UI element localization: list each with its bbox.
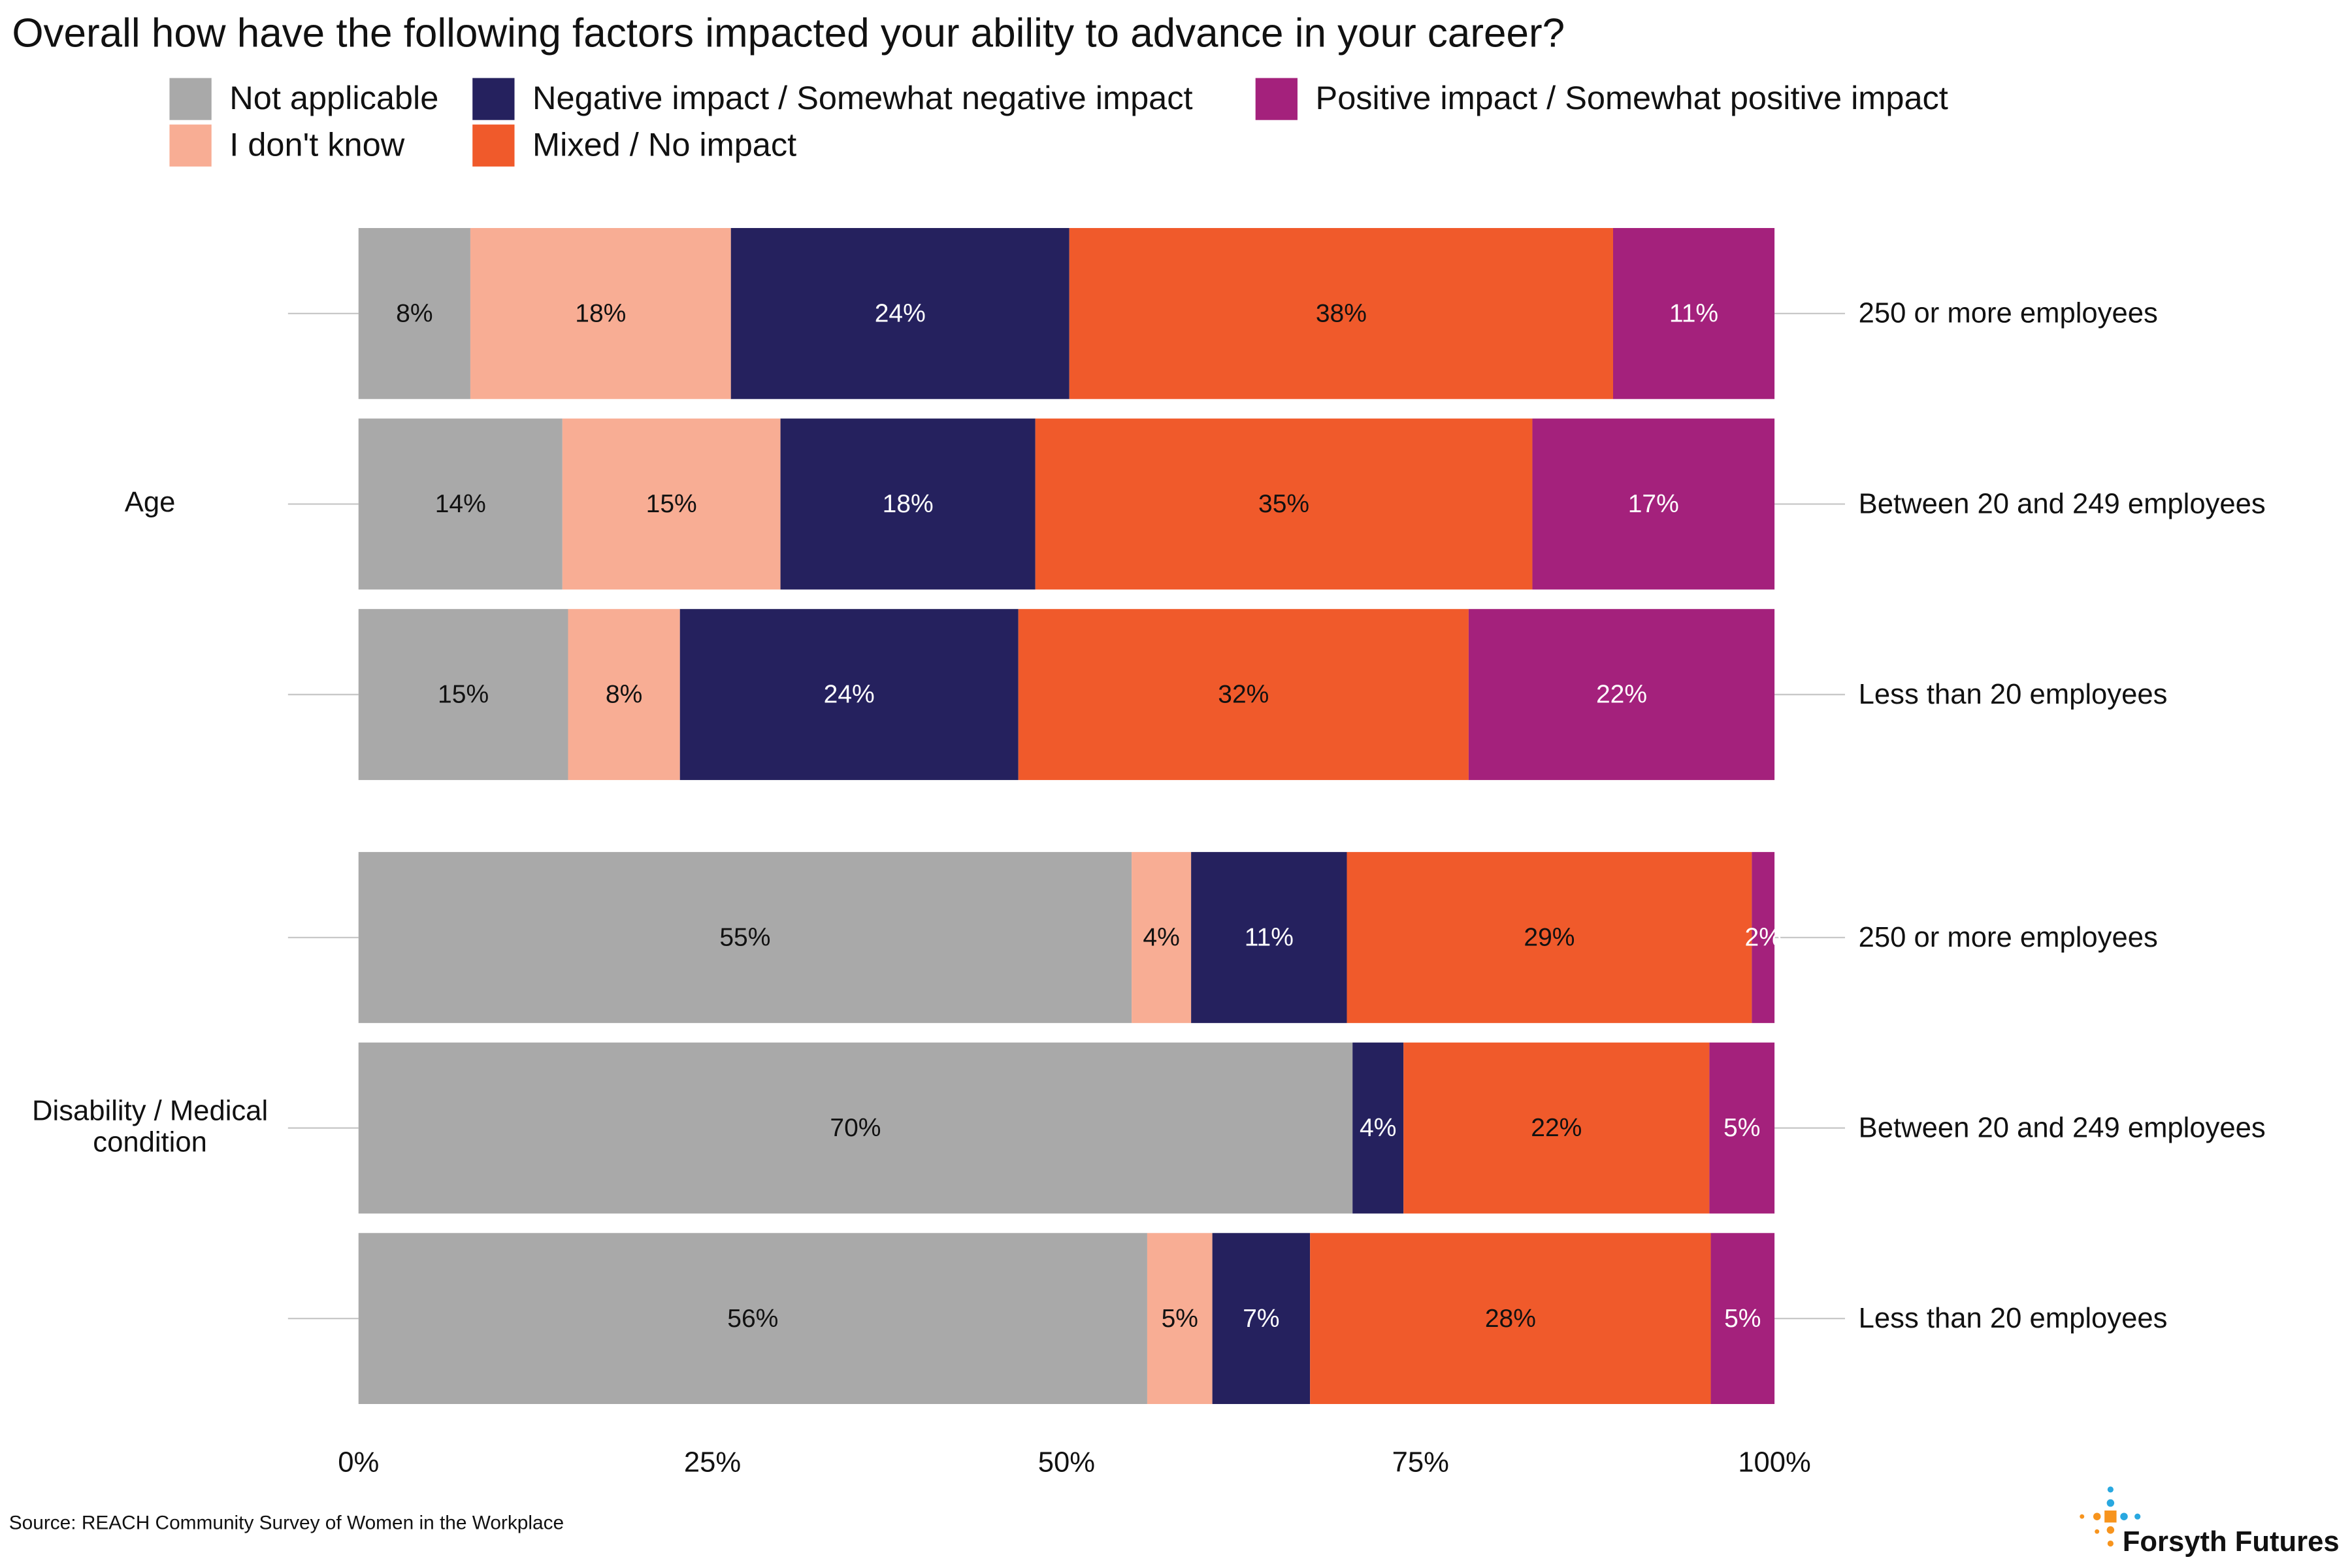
bar-segment — [358, 609, 568, 780]
legend-swatch — [169, 78, 212, 120]
data-label: 18% — [883, 490, 934, 518]
data-label: 32% — [1218, 681, 1269, 709]
category-label: 250 or more employees — [1859, 922, 2158, 953]
data-label: 2% — [1745, 924, 1782, 952]
bar-segment — [1212, 1233, 1311, 1405]
bar-segment — [1310, 1233, 1711, 1405]
bar-segment — [1468, 609, 1775, 780]
group-label: Age — [125, 487, 176, 518]
x-tick-label: 25% — [684, 1446, 741, 1478]
data-label: 4% — [1143, 924, 1179, 952]
legend-label: Not applicable — [229, 79, 438, 116]
data-label: 24% — [875, 299, 926, 327]
bar-segment — [1403, 1042, 1710, 1214]
bar-segment — [1347, 852, 1752, 1023]
legend-swatch — [472, 124, 515, 167]
data-label: 5% — [1162, 1305, 1198, 1333]
x-tick-label: 100% — [1738, 1446, 1811, 1478]
brand-logo — [2080, 1486, 2141, 1547]
bar-segment — [358, 852, 1132, 1023]
bar-segment — [1147, 1233, 1213, 1405]
data-label: 11% — [1245, 924, 1294, 952]
data-label: 5% — [1723, 1114, 1760, 1142]
data-label: 70% — [830, 1114, 881, 1142]
legend-swatch — [472, 78, 515, 120]
category-label: Less than 20 employees — [1859, 679, 2168, 710]
legend-swatch — [169, 124, 212, 167]
x-tick-label: 0% — [338, 1446, 379, 1478]
data-label: 24% — [824, 681, 875, 709]
data-label: 22% — [1596, 681, 1647, 709]
data-label: 8% — [396, 299, 433, 327]
data-label: 15% — [438, 681, 489, 709]
bar-segment — [358, 228, 470, 399]
data-label: 55% — [719, 924, 770, 952]
bar-segment — [1018, 609, 1469, 780]
x-tick-label: 75% — [1392, 1446, 1449, 1478]
category-label: 250 or more employees — [1859, 298, 2158, 329]
group-label: Disability / Medical condition — [32, 1095, 268, 1158]
bar-segment — [730, 228, 1070, 399]
bar-segment — [358, 1042, 1353, 1214]
data-label: 38% — [1316, 299, 1367, 327]
legend-swatch — [1255, 78, 1298, 120]
data-label: 4% — [1360, 1114, 1396, 1142]
bar-segment — [470, 228, 731, 399]
legend-label: I don't know — [229, 125, 404, 163]
brand-name: Forsyth Futures — [2123, 1526, 2340, 1558]
data-label: 15% — [646, 490, 697, 518]
bar-segment — [1752, 852, 1775, 1023]
bar-segment — [679, 609, 1019, 780]
data-label: 56% — [727, 1305, 778, 1333]
bar-segment — [780, 418, 1036, 590]
chart-title: Overall how have the following factors i… — [12, 11, 1565, 56]
data-label: 17% — [1628, 490, 1679, 518]
bar-segment — [1035, 418, 1533, 590]
bar-segment — [568, 609, 680, 780]
category-label: Between 20 and 249 employees — [1859, 1112, 2266, 1143]
bar-segment — [1191, 852, 1347, 1023]
data-label: 7% — [1243, 1305, 1279, 1333]
bar-segment — [1709, 1042, 1775, 1214]
data-label: 29% — [1524, 924, 1575, 952]
data-label: 35% — [1258, 490, 1309, 518]
bar-segment — [1352, 1042, 1404, 1214]
bar-segment — [1532, 418, 1775, 590]
legend-label: Mixed / No impact — [532, 125, 796, 163]
bar-segment — [1132, 852, 1192, 1023]
data-label: 28% — [1485, 1305, 1536, 1333]
data-label: 11% — [1669, 299, 1718, 327]
bar-segment — [1710, 1233, 1775, 1405]
data-label: 8% — [606, 681, 642, 709]
category-label: Between 20 and 249 employees — [1859, 488, 2266, 519]
legend-label: Positive impact / Somewhat positive impa… — [1316, 79, 1948, 116]
bar-segment — [562, 418, 781, 590]
data-label: 5% — [1724, 1305, 1761, 1333]
bar-segment — [358, 418, 563, 590]
category-label: Less than 20 employees — [1859, 1303, 2168, 1334]
data-label: 14% — [435, 490, 486, 518]
x-tick-label: 50% — [1038, 1446, 1095, 1478]
bar-segment — [1069, 228, 1613, 399]
legend-label: Negative impact / Somewhat negative impa… — [532, 79, 1193, 116]
data-label: 18% — [575, 299, 626, 327]
source-note: Source: REACH Community Survey of Women … — [9, 1512, 564, 1534]
bar-segment — [1612, 228, 1775, 399]
bar-segment — [358, 1233, 1147, 1405]
data-label: 22% — [1531, 1114, 1582, 1142]
